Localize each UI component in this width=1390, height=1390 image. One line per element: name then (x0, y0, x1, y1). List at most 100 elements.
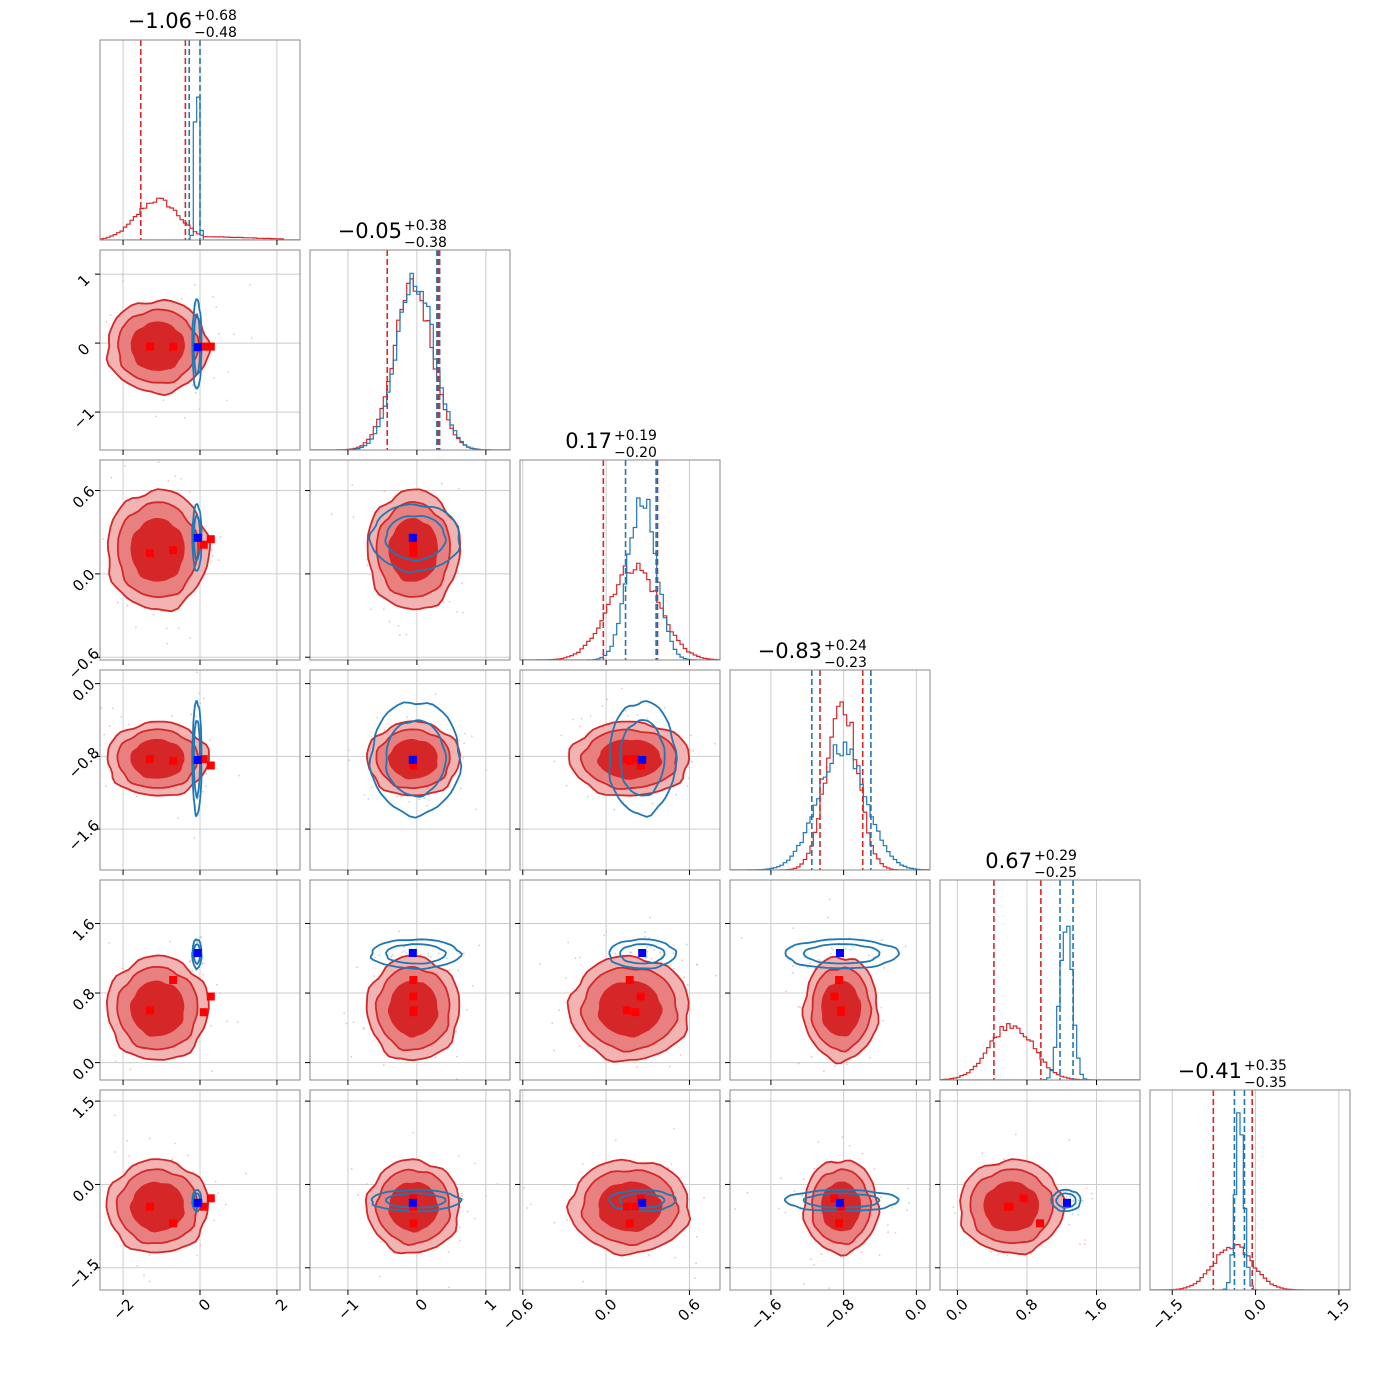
sample-point (663, 1296, 665, 1298)
sample-point (357, 1194, 359, 1197)
sample-point (217, 332, 220, 335)
sample-point (154, 415, 157, 418)
sample-point (1091, 1197, 1094, 1200)
blue-contour-outer (191, 700, 203, 818)
sample-point (810, 1258, 812, 1261)
blue-contour-outer (191, 298, 203, 390)
sample-point (688, 1198, 691, 1201)
sample-point (803, 956, 806, 959)
sample-point (93, 740, 95, 742)
sample-point (434, 693, 437, 695)
red-marker (146, 755, 154, 764)
blue-contour-inner (385, 719, 448, 798)
sample-point (219, 536, 222, 538)
sample-point (1079, 1243, 1081, 1246)
sample-point (907, 1187, 910, 1190)
sample-point (209, 739, 211, 741)
sample-point (396, 795, 399, 797)
panel-title-median: −1.06 (128, 9, 192, 33)
sample-point (148, 1137, 151, 1140)
sample-point (399, 680, 401, 682)
contour-group (330, 482, 464, 682)
sample-point (195, 941, 198, 944)
sample-point (636, 714, 639, 716)
red-marker (199, 342, 208, 351)
sample-point (878, 1254, 881, 1256)
sample-point (135, 795, 138, 798)
sample-point (813, 1263, 815, 1266)
y-tick-label: 0 (74, 340, 93, 359)
sample-point (171, 1158, 174, 1160)
sample-point (412, 1131, 415, 1134)
red-marker (169, 1219, 178, 1228)
x-tick-label: 1.6 (1081, 1295, 1111, 1325)
sample-point (169, 940, 171, 943)
contour-group (523, 1128, 705, 1298)
sample-point (190, 713, 193, 716)
sample-point (343, 1012, 345, 1015)
sample-point (784, 1211, 787, 1214)
sample-point (205, 772, 208, 775)
blue-contour-outer (370, 1188, 463, 1213)
sample-point (990, 1251, 992, 1254)
sample-point (366, 564, 368, 567)
sample-point (793, 1190, 796, 1192)
sample-point (581, 1163, 584, 1165)
panel-title-median: 0.67 (985, 849, 1032, 873)
sample-point (1062, 1190, 1065, 1193)
sample-point (644, 931, 647, 933)
sample-point (579, 725, 581, 728)
sample-point (367, 797, 370, 800)
sample-point (799, 1006, 802, 1009)
contour-group (952, 1133, 1094, 1257)
sample-point (526, 1207, 528, 1209)
x-tick-label: 0.0 (901, 1295, 931, 1325)
red-marker (631, 1008, 640, 1017)
sample-point (370, 786, 373, 789)
red-marker (409, 761, 418, 770)
sample-point (904, 945, 907, 948)
sample-point (696, 964, 698, 966)
sample-point (691, 760, 693, 763)
sample-point (345, 1022, 348, 1025)
blue-marker (408, 949, 417, 957)
blue-histogram (310, 272, 510, 450)
sample-point (423, 797, 426, 800)
x-tick-label: 0 (195, 1295, 214, 1314)
sample-point (400, 796, 403, 798)
sample-point (245, 1172, 247, 1175)
contour-group (553, 687, 716, 818)
blue-contour-outer (1050, 1188, 1082, 1213)
sample-point (378, 1275, 381, 1278)
sample-point (578, 1045, 581, 1047)
red-marker (835, 976, 844, 984)
sample-point (205, 785, 207, 788)
red-contour-core (129, 980, 185, 1037)
sample-point (670, 1163, 673, 1165)
sample-point (830, 947, 833, 949)
sample-point (388, 620, 391, 623)
sample-point (605, 930, 607, 933)
blue-marker (836, 949, 844, 957)
sample-point (802, 1178, 805, 1181)
sample-point (474, 1162, 476, 1165)
x-tick-label: 0 (412, 1295, 431, 1314)
sample-point (828, 1287, 831, 1289)
sample-point (370, 608, 372, 611)
sample-point (695, 1262, 697, 1265)
sample-point (227, 371, 230, 373)
sample-point (405, 952, 408, 954)
sample-point (1069, 1195, 1072, 1198)
contour-group (105, 936, 239, 1073)
red-histogram (100, 197, 300, 240)
sample-point (1071, 1207, 1074, 1209)
panel-title-plus: +0.19 (614, 428, 657, 444)
histogram-group (310, 250, 510, 450)
red-histogram (520, 562, 720, 660)
y-tick-label: 0.6 (69, 482, 99, 512)
sample-point (198, 692, 201, 695)
sample-point (553, 1049, 555, 1052)
blue-contour-inner (619, 719, 666, 797)
panel-title-plus: +0.68 (194, 8, 237, 24)
sample-point (1085, 1187, 1088, 1190)
